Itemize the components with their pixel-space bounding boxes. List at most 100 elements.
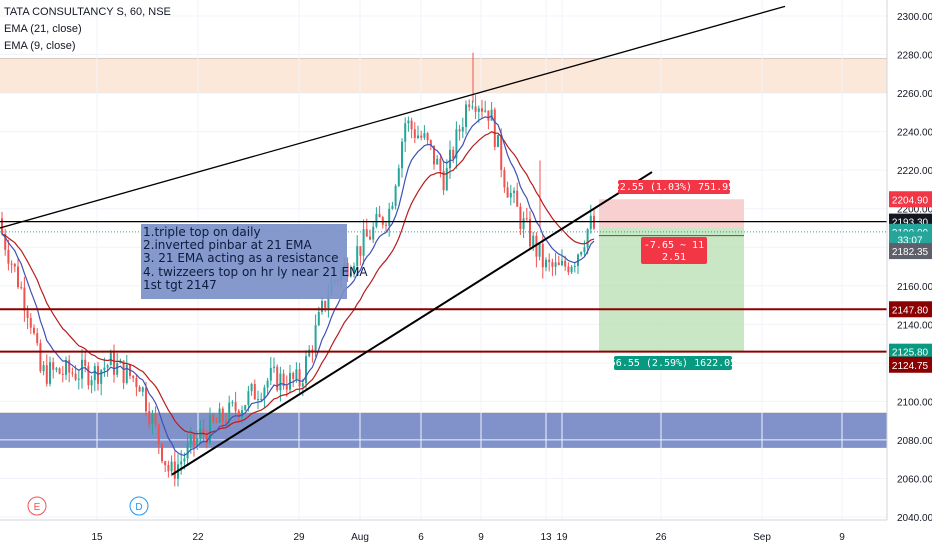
candle-body xyxy=(29,317,32,328)
y-tick-label: 2160.00 xyxy=(897,282,932,293)
candle-body xyxy=(183,458,186,462)
event-marker-e[interactable] xyxy=(27,496,47,516)
candle-body xyxy=(42,365,45,372)
candle-body xyxy=(401,141,403,169)
candle-body xyxy=(253,384,256,400)
candle-body xyxy=(276,366,279,391)
candle-body xyxy=(231,402,234,404)
candle-body xyxy=(218,408,221,423)
x-tick-label: Sep xyxy=(753,532,771,543)
candle-body xyxy=(452,149,455,159)
candle-body xyxy=(564,260,567,267)
candle-body xyxy=(90,380,93,386)
x-tick-label: 13 xyxy=(540,532,552,543)
candle-body xyxy=(381,217,384,225)
candle-body xyxy=(193,434,195,446)
candle-body xyxy=(84,359,87,366)
candle-body xyxy=(372,226,375,240)
candle-body xyxy=(45,365,48,384)
candle-body xyxy=(266,380,269,388)
candle-body xyxy=(228,402,231,424)
ema9-legend[interactable]: EMA (9, close) xyxy=(4,40,76,52)
candle-body xyxy=(519,206,522,230)
price-badge xyxy=(889,191,932,208)
x-tick-label: Aug xyxy=(351,532,369,543)
stop-zone xyxy=(599,199,744,228)
candle-body xyxy=(586,229,589,248)
candle-body xyxy=(103,367,106,371)
candle-body xyxy=(93,366,96,381)
candle-body xyxy=(209,415,211,443)
chart-legend: TATA CONSULTANCY S, 60, NSE EMA (21, clo… xyxy=(4,4,171,55)
stop-label: 22.55 (1.03%) 751.95 xyxy=(614,182,734,193)
candle-body xyxy=(442,171,445,191)
candle-body xyxy=(132,375,135,379)
candle-body xyxy=(109,352,112,366)
candle-body xyxy=(577,254,579,267)
candle-body xyxy=(138,387,141,392)
candle-body xyxy=(353,266,355,273)
candle-body xyxy=(461,126,464,132)
candle-body xyxy=(180,461,183,465)
candle-body xyxy=(141,387,144,392)
price-badge-text: 2182.35 xyxy=(892,247,929,258)
ema9-line xyxy=(1,115,595,457)
candle-body xyxy=(145,387,147,412)
event-marker-d[interactable] xyxy=(129,496,149,516)
candle-body xyxy=(282,373,285,387)
candle-body xyxy=(484,110,487,112)
candle-body xyxy=(477,108,480,112)
candle-body xyxy=(548,259,551,263)
event-marker-label: E xyxy=(34,502,41,513)
candle-body xyxy=(583,247,586,253)
candle-body xyxy=(87,365,90,386)
price-badge-text: 33:07 xyxy=(897,236,922,247)
candle-body xyxy=(113,352,115,375)
candle-body xyxy=(417,135,419,139)
annotation-box[interactable] xyxy=(141,224,347,299)
annotation-line: 4. twizzeers top on hr ly near 21 EMA xyxy=(143,264,368,279)
ema21-legend[interactable]: EMA (21, close) xyxy=(4,23,82,35)
candle-body xyxy=(397,168,400,186)
candle-body xyxy=(580,252,583,255)
candle-body xyxy=(490,109,493,121)
candle-body xyxy=(573,266,576,268)
y-tick-label: 2300.00 xyxy=(897,12,932,23)
candle-body xyxy=(189,434,192,445)
candle-body xyxy=(273,366,275,368)
demand-zone xyxy=(0,412,887,448)
candle-body xyxy=(116,363,119,375)
candle-body xyxy=(429,140,432,146)
candle-body xyxy=(65,360,67,375)
candle-body xyxy=(305,356,307,384)
candle-body xyxy=(545,259,547,268)
annotation-line: 1.triple top on daily xyxy=(143,225,261,239)
candle-body xyxy=(74,373,77,380)
candle-body xyxy=(458,129,461,132)
candle-body xyxy=(561,260,563,266)
candle-body xyxy=(20,287,23,289)
candle-body xyxy=(439,158,442,172)
candle-body xyxy=(148,411,151,424)
supply-zone xyxy=(0,58,887,94)
price-badge xyxy=(889,343,932,360)
x-tick-label: 22 xyxy=(192,532,204,543)
candle-body xyxy=(100,370,103,384)
candle-body xyxy=(404,123,407,142)
candle-body xyxy=(410,120,413,130)
candle-body xyxy=(385,224,387,226)
candle-body xyxy=(241,410,243,418)
price-axis-bg xyxy=(887,0,932,550)
candle-body xyxy=(279,373,282,391)
candle-body xyxy=(55,368,58,370)
candle-body xyxy=(493,109,496,147)
symbol-title[interactable]: TATA CONSULTANCY S, 60, NSE xyxy=(4,6,171,18)
candle-body xyxy=(269,367,272,381)
candle-body xyxy=(26,310,29,318)
pnl-label-line1: -7.65 ~ 11 xyxy=(644,240,704,251)
candle-body xyxy=(509,192,512,198)
candle-body xyxy=(125,364,128,383)
candle-body xyxy=(436,158,439,165)
candle-body xyxy=(164,461,167,466)
